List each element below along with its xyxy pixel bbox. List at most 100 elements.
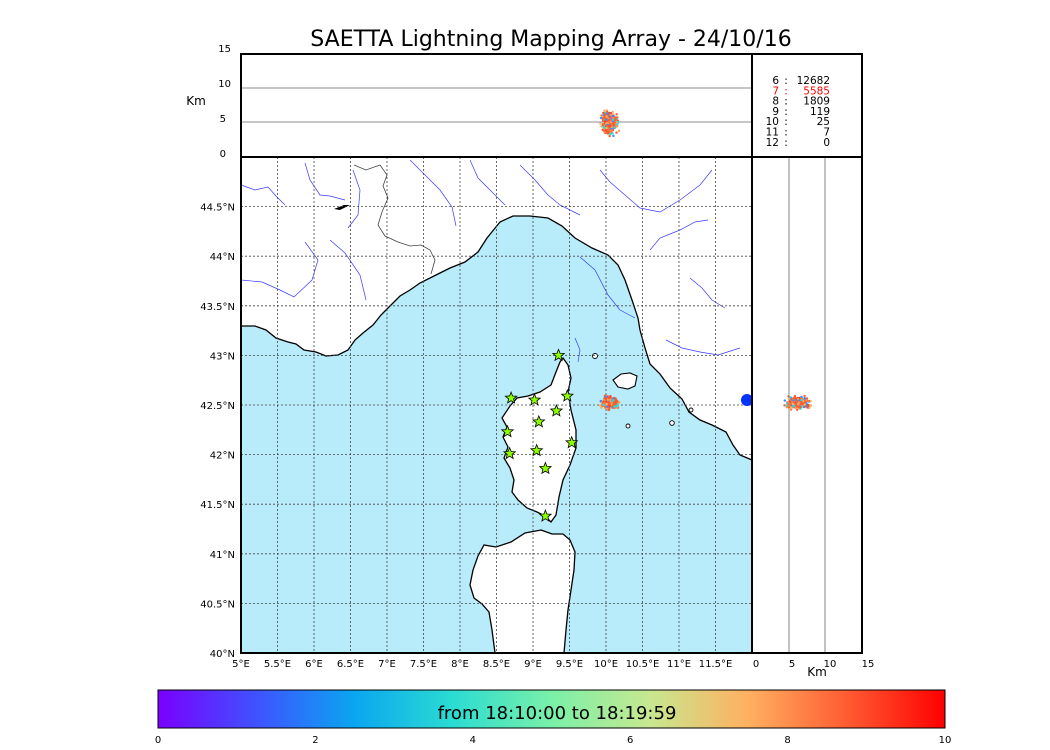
lightning-source-side — [786, 402, 789, 405]
lightning-source-map — [613, 405, 616, 408]
lon-tick-label: 9°E — [524, 659, 542, 670]
lon-tick-label: 9.5°E — [556, 659, 583, 670]
station-star — [527, 392, 542, 406]
altitude-ytick-15: 15 — [218, 44, 231, 55]
station-star — [564, 435, 579, 449]
lightning-source-side — [798, 406, 801, 409]
colorbar-tick-label: 0 — [155, 735, 161, 746]
lon-tick-label: 11.5°E — [699, 659, 733, 670]
lightning-source-altitude — [607, 127, 610, 130]
colorbar-tick-label: 4 — [470, 735, 476, 746]
lightning-source-map — [614, 400, 618, 404]
lightning-source-altitude — [617, 129, 621, 132]
side-marker-blue — [741, 394, 753, 406]
station-count-value: 7 — [823, 127, 830, 139]
lon-tick-label: 6.5°E — [337, 659, 364, 670]
lightning-source-altitude — [605, 118, 608, 121]
colorbar-ticks: 0 2 4 6 8 10 — [155, 735, 952, 746]
station-star — [532, 414, 546, 428]
lightning-source-altitude — [607, 130, 611, 134]
station-star — [500, 424, 515, 438]
lightning-source-altitude — [604, 124, 608, 127]
lightning-source-altitude — [602, 125, 605, 128]
lightning-source-side — [794, 400, 798, 403]
lma-stations — [500, 348, 579, 522]
lightning-source-side — [800, 400, 803, 404]
station-star — [529, 443, 544, 457]
lightning-source-altitude — [615, 113, 618, 116]
lightning-source-map — [615, 404, 618, 408]
lat-tick-label: 44.5°N — [200, 203, 235, 214]
station-count-stations: 10 — [766, 116, 779, 128]
lightning-source-altitude — [613, 126, 616, 129]
side-xtick-10: 10 — [824, 659, 837, 670]
lightning-source-altitude — [599, 122, 602, 125]
lon-tick-label: 6°E — [305, 659, 323, 670]
lightning-sources-map — [599, 394, 621, 412]
altitude-ylabel: Km — [186, 94, 206, 108]
lightning-source-side — [787, 397, 791, 400]
lightning-source-map — [607, 408, 611, 412]
lightning-source-side — [803, 403, 806, 406]
lightning-source-altitude — [615, 125, 618, 128]
lightning-source-altitude — [601, 117, 605, 120]
lightning-source-map — [608, 404, 611, 408]
lightning-source-side — [807, 404, 810, 408]
lightning-source-altitude — [609, 113, 613, 117]
lightning-source-altitude — [612, 134, 615, 138]
altitude-panel — [240, 53, 753, 158]
station-count-value: 1809 — [803, 96, 830, 108]
elba-island — [612, 372, 638, 390]
lightning-source-side — [795, 408, 799, 411]
station-count-value: 119 — [810, 106, 830, 118]
lat-tick-label: 42.5°N — [200, 401, 235, 412]
lat-tick-label: 43.5°N — [200, 302, 235, 313]
lightning-source-map — [604, 397, 608, 400]
lat-tick-label: 40.5°N — [200, 599, 235, 610]
lightning-source-altitude — [605, 115, 608, 118]
lightning-source-altitude — [609, 132, 612, 136]
side-xtick-15: 15 — [862, 659, 875, 670]
lightning-source-side — [791, 402, 795, 406]
lightning-source-altitude — [603, 113, 607, 116]
altitude-ytick-0: 0 — [220, 149, 226, 160]
colorbar-label: from 18:10:00 to 18:19:59 — [438, 703, 677, 724]
station-count-colon: : — [784, 106, 788, 118]
lightning-source-map — [599, 404, 602, 407]
lightning-source-side — [792, 405, 795, 408]
station-count-colon: : — [784, 127, 788, 139]
lightning-source-side — [805, 397, 809, 400]
altitude-scatter — [599, 109, 621, 138]
lon-tick-label: 8.5°E — [483, 659, 510, 670]
figure-title: SAETTA Lightning Mapping Array - 24/10/1… — [310, 27, 791, 52]
station-count-stations: 8 — [772, 96, 779, 108]
side-xlabel: Km — [807, 665, 827, 679]
station-count-stations: 7 — [772, 85, 779, 97]
lightning-source-side — [791, 400, 794, 403]
station-count-stations: 12 — [766, 137, 779, 149]
lat-tick-label: 42°N — [210, 451, 235, 462]
station-count-colon: : — [784, 116, 788, 128]
lightning-source-altitude — [601, 123, 605, 127]
lightning-source-side — [788, 402, 791, 405]
lon-tick-label: 11°E — [667, 659, 691, 670]
map-panel — [240, 156, 753, 654]
station-count-stations: 9 — [772, 106, 779, 118]
station-count-value: 0 — [823, 137, 830, 149]
station-count-colon: : — [784, 137, 788, 149]
station-star — [549, 403, 564, 417]
station-star — [551, 348, 566, 362]
lightning-source-side — [809, 404, 813, 407]
lightning-source-altitude — [611, 132, 614, 135]
lightning-source-altitude — [612, 114, 615, 118]
colorbar-tick-label: 6 — [627, 735, 633, 746]
lightning-source-side — [803, 394, 806, 398]
station-star — [502, 446, 517, 460]
lon-tick-label: 5°E — [232, 659, 250, 670]
lightning-source-map — [608, 401, 611, 405]
lightning-source-altitude — [608, 134, 611, 138]
lightning-source-altitude — [610, 129, 613, 132]
side-altitude-panel — [741, 156, 863, 654]
rivers — [241, 159, 741, 363]
